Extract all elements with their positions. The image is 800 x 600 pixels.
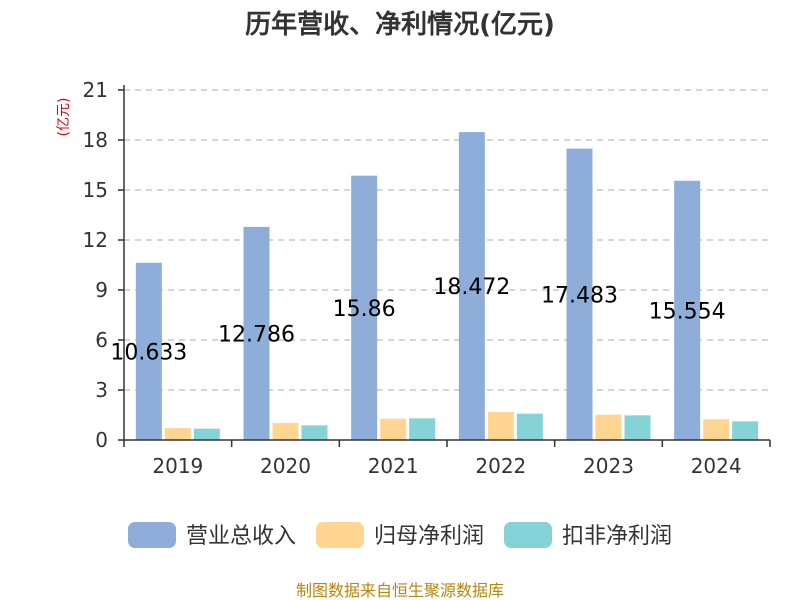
bar [703,419,730,440]
x-tick-label: 2019 [152,454,203,478]
bar [243,226,270,440]
legend-label: 营业总收入 [186,524,296,549]
bar [458,132,485,440]
data-label: 15.554 [649,299,726,324]
y-tick-label: 9 [95,278,108,302]
data-label: 15.86 [333,297,396,322]
y-tick-label: 6 [95,328,108,352]
axes: 0 3 6 9 12 15 18 21 2019 2020 2021 2022 2023 2024 [83,78,771,478]
y-tick-label: 0 [95,428,108,452]
x-tick-label: 2020 [260,454,311,478]
legend[interactable]: 营业总收入 归母净利润 扣非净利润 [128,522,672,549]
bar [674,180,701,440]
bar [301,425,328,440]
data-label: 17.483 [541,283,618,308]
data-label: 18.472 [433,275,510,300]
y-tick-label: 3 [95,378,108,402]
y-tick-label: 12 [83,228,108,252]
bar [516,413,543,440]
data-label: 12.786 [218,322,295,347]
bar [164,428,191,440]
x-tick-label: 2024 [691,454,742,478]
bar [351,175,378,440]
legend-swatch [504,522,552,548]
bar [409,418,436,440]
grid-lines [124,89,770,391]
bar [487,412,514,440]
bar [624,415,651,440]
x-tick-label: 2022 [475,454,526,478]
bar [193,428,220,440]
bar [566,148,593,440]
legend-label: 扣非净利润 [562,524,672,549]
y-tick-label: 21 [83,78,108,102]
data-source-note: 制图数据来自恒生聚源数据库 [296,581,504,600]
x-tick-label: 2023 [583,454,634,478]
bar-series [135,132,759,440]
legend-label: 归母净利润 [374,524,484,549]
bar [272,423,299,440]
chart-title: 历年营收、净利情况(亿元) [245,9,555,40]
bar [380,418,407,440]
y-tick-label: 15 [83,178,108,202]
legend-swatch [316,522,364,548]
y-axis-label: (亿元) [56,98,72,137]
legend-swatch [128,522,176,548]
data-labels: 10.633 12.786 15.86 18.472 17.483 15.554 [110,275,725,365]
y-tick-label: 18 [83,128,108,152]
x-tick-label: 2021 [368,454,419,478]
bar [595,414,622,440]
bar [135,262,162,440]
bar [732,421,759,440]
data-label: 10.633 [110,340,187,365]
